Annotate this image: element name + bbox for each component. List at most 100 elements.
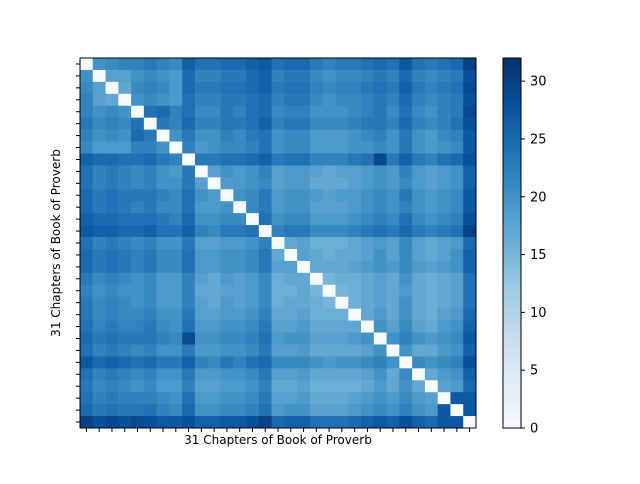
- heatmap-cell: [143, 105, 158, 119]
- heatmap-cell: [284, 153, 298, 166]
- heatmap-cell: [271, 201, 285, 214]
- heatmap-cell: [399, 320, 413, 333]
- heatmap-cell: [131, 248, 145, 262]
- heatmap-cell: [207, 284, 221, 298]
- heatmap-cell: [118, 237, 132, 250]
- heatmap-cell: [143, 93, 158, 107]
- heatmap-cell: [361, 392, 375, 405]
- heatmap-cell: [399, 380, 413, 393]
- heatmap-cell: [271, 81, 285, 95]
- heatmap-cell: [105, 165, 119, 178]
- heatmap-cell: [131, 296, 145, 310]
- heatmap-cell: [348, 153, 362, 166]
- heatmap-cell: [386, 177, 400, 190]
- heatmap-cell: [92, 153, 106, 166]
- heatmap-cell: [348, 296, 362, 310]
- heatmap-cell: [412, 344, 426, 357]
- heatmap-cell: [207, 81, 221, 95]
- heatmap-cell: [399, 272, 413, 286]
- heatmap-cell: [348, 308, 362, 321]
- heatmap-cell: [131, 81, 145, 95]
- heatmap-cell: [92, 380, 106, 393]
- x-axis-label: 31 Chapters of Book of Proverb: [184, 433, 372, 447]
- colorbar-tick-label: 25: [530, 132, 547, 147]
- heatmap-cell: [258, 129, 273, 142]
- heatmap-cell: [105, 81, 119, 95]
- heatmap-cell: [335, 296, 349, 310]
- heatmap-cell: [131, 392, 145, 405]
- heatmap-cell: [233, 404, 247, 417]
- heatmap-cell: [437, 272, 451, 286]
- heatmap-cell: [361, 81, 375, 95]
- heatmap-cell: [156, 93, 170, 107]
- heatmap-cell: [220, 296, 234, 310]
- heatmap-cell: [105, 248, 119, 262]
- heatmap-cell: [373, 213, 387, 226]
- heatmap-cell: [412, 225, 426, 238]
- heatmap-cell: [450, 284, 464, 298]
- heatmap-cell: [246, 237, 260, 250]
- heatmap-cell: [194, 404, 209, 417]
- heatmap-cell: [169, 344, 183, 357]
- heatmap-cell: [92, 260, 106, 274]
- heatmap-cell: [361, 272, 375, 286]
- heatmap-cell: [399, 296, 413, 310]
- heatmap-cell: [322, 225, 336, 238]
- heatmap-cell: [361, 260, 375, 274]
- heatmap-cell: [450, 296, 464, 310]
- heatmap-cell: [335, 380, 349, 393]
- heatmap-cell: [131, 165, 145, 178]
- heatmap-cell: [322, 201, 336, 214]
- heatmap-cell: [335, 392, 349, 405]
- heatmap-cell: [207, 93, 221, 107]
- heatmap-cell: [143, 260, 158, 274]
- heatmap-cell: [92, 272, 106, 286]
- heatmap-cell: [348, 177, 362, 190]
- heatmap-cell: [322, 237, 336, 250]
- heatmap-cell: [207, 416, 221, 429]
- heatmap-cell: [335, 141, 349, 154]
- heatmap-cell: [284, 225, 298, 238]
- heatmap-cell: [284, 105, 298, 119]
- heatmap-cell: [92, 332, 106, 345]
- heatmap-cell: [156, 58, 170, 71]
- heatmap-cell: [156, 105, 170, 119]
- heatmap-cell: [386, 404, 400, 417]
- heatmap-cell: [322, 93, 336, 107]
- heatmap-cell: [271, 296, 285, 310]
- heatmap-cell: [463, 272, 477, 286]
- heatmap-cell: [80, 368, 94, 381]
- heatmap-cell: [297, 225, 311, 238]
- heatmap-cell: [105, 284, 119, 298]
- heatmap-cell: [399, 117, 413, 131]
- heatmap-cell: [156, 237, 170, 250]
- heatmap-cell: [361, 93, 375, 107]
- heatmap-cell: [169, 248, 183, 262]
- heatmap-cell: [80, 260, 94, 274]
- heatmap-cell: [322, 189, 336, 202]
- heatmap-cell: [118, 320, 132, 333]
- heatmap-cell: [450, 93, 464, 107]
- heatmap-cell: [412, 58, 426, 71]
- heatmap-cell: [373, 69, 387, 83]
- heatmap-cell: [335, 177, 349, 190]
- heatmap-cell: [80, 117, 94, 131]
- heatmap-cell: [361, 344, 375, 357]
- heatmap-cell: [92, 189, 106, 202]
- heatmap-cell: [143, 165, 158, 178]
- heatmap-cell: [437, 69, 451, 83]
- heatmap-cell: [92, 177, 106, 190]
- colorbar-gradient: [502, 57, 522, 429]
- heatmap-cell: [246, 248, 260, 262]
- heatmap-cell: [412, 248, 426, 262]
- heatmap-cell: [156, 165, 170, 178]
- heatmap-cell: [169, 153, 183, 166]
- heatmap-cell: [297, 272, 311, 286]
- heatmap-cell: [386, 225, 400, 238]
- heatmap-cell: [373, 296, 387, 310]
- heatmap-cell: [424, 392, 439, 405]
- heatmap-cell: [297, 380, 311, 393]
- heatmap-cell: [258, 165, 273, 178]
- heatmap-cell: [118, 416, 132, 429]
- heatmap-cell: [105, 129, 119, 142]
